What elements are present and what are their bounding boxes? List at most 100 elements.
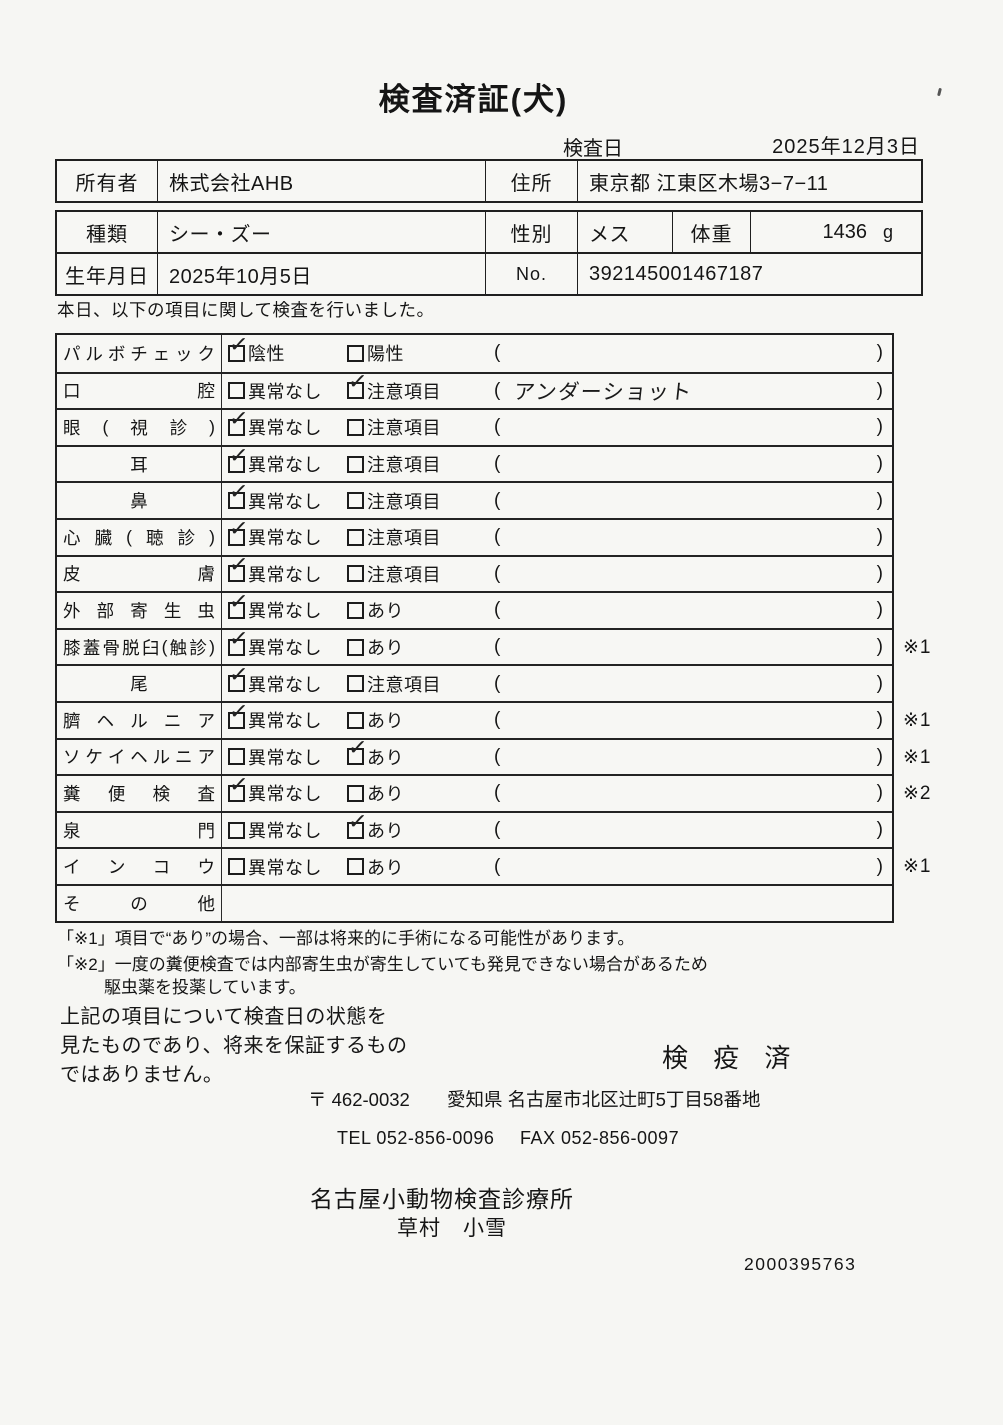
exam-option: 注意項目 [347, 488, 494, 514]
exam-item-char: ア [197, 710, 216, 731]
exam-row-content: 異常なし ✓ あり() [222, 733, 892, 775]
checklist-row: 心臓(聴診) ✓ 異常なし 注意項目() [57, 514, 892, 555]
paren-close: ) [876, 453, 883, 475]
exam-option: ✓ 陰性 [222, 330, 347, 366]
remarks-field: () [494, 563, 892, 585]
clinic-tel: TEL 052-856-0096 [337, 1128, 495, 1148]
checkbox-checked-icon: ✓ [228, 770, 250, 802]
paren-open: ( [494, 526, 501, 548]
exam-item-char: 診 [189, 637, 207, 658]
exam-item-char: ボ [107, 343, 126, 364]
exam-item-char: 心 [63, 527, 81, 548]
exam-option-label: 注意項目 [367, 381, 441, 402]
exam-item-char: 眼 [63, 417, 81, 438]
checkbox-checked-icon: ✓ [347, 733, 369, 766]
checkbox-checked-icon: ✓ [228, 477, 250, 510]
checkbox-icon [347, 528, 364, 546]
breed-value: シー・ズー [157, 212, 485, 252]
checklist-row: ソケイヘルニア異常なし ✓ あり() ※1 [57, 733, 931, 775]
exam-item-name: 眼 (視診) [57, 410, 222, 445]
footnote-ref-mark: ※1 [903, 709, 932, 731]
exam-option: ✓ あり [347, 807, 494, 843]
paren-close: ) [876, 489, 883, 511]
exam-option: ✓ 異常なし [222, 697, 347, 733]
exam-item-name: 鼻 [57, 483, 222, 518]
exam-option-label: 注意項目 [367, 418, 441, 439]
exam-option: ✓ 異常なし [222, 770, 347, 806]
checklist-row: 皮膚 ✓ 異常なし 注意項目() [57, 550, 892, 592]
clinic-fax: FAX 052-856-0097 [519, 1128, 680, 1148]
exam-option-label: 異常なし [248, 674, 322, 695]
exam-option: 注意項目 [347, 451, 494, 477]
exam-item-char: ) [209, 416, 215, 437]
breed-row: 種類 シー・ズー 性別 メス 体重 1436 g [57, 212, 921, 252]
checklist-row: その他 [57, 883, 892, 921]
remarks-field: () [494, 526, 892, 548]
disclaimer-line-1: 上記の項目について検査日の状態を [60, 1006, 388, 1028]
checkbox-icon [347, 675, 364, 693]
exam-item-char: ) [209, 636, 215, 657]
owner-table: 所有者 株式会社AHB 住所 東京都 江東区木場3−7−11 [55, 159, 923, 203]
exam-option-label: あり [367, 711, 404, 732]
exam-item-char: 検 [152, 783, 171, 804]
exam-option: ✓ 異常なし [222, 514, 347, 550]
exam-item-char: 腔 [197, 381, 216, 402]
checkmark-icon: ✓ [227, 769, 250, 798]
birth-row: 生年月日 2025年10月5日 No. 392145001467187 [57, 252, 921, 294]
checkbox-checked-icon: ✓ [228, 624, 250, 656]
exam-item-char: 部 [96, 600, 115, 621]
disclaimer-line-2: 見たものであり、将来を保証するもの [60, 1035, 408, 1057]
exam-item-char: ウ [197, 857, 215, 878]
exam-item-char: ル [152, 747, 171, 768]
exam-row-content: ✓ 異常なし 注意項目() [222, 441, 892, 482]
exam-item-char: ル [130, 710, 148, 731]
exam-item-char: 触 [169, 637, 188, 658]
checkbox-checked-icon: ✓ [228, 441, 250, 473]
exam-item-char: 門 [197, 820, 216, 841]
exam-row-content: ✓ 異常なし あり() [222, 697, 892, 738]
exam-option-label: 注意項目 [367, 564, 441, 585]
checklist-row: 糞便検査 ✓ 異常なし あり() ※2 [57, 770, 931, 811]
checkbox-icon [347, 565, 364, 583]
checkbox-checked-icon: ✓ [228, 660, 250, 693]
paren-close: ) [876, 819, 883, 841]
paren-close: ) [876, 562, 883, 584]
exam-item-char: 診 [169, 417, 188, 438]
footnote-ref-mark: ※1 [903, 746, 932, 768]
weight-value: 1436 [822, 220, 867, 243]
checkbox-icon [228, 748, 245, 766]
checklist-row: 鼻 ✓ 異常なし 注意項目() [57, 477, 892, 518]
exam-option-label: 異常なし [248, 711, 322, 732]
inspection-date-value: 2025年12月3日 [772, 136, 920, 158]
remarks-field: () [494, 342, 892, 364]
exam-option-label: 注意項目 [367, 528, 441, 549]
exam-row-content: ✓ 異常なし あり() [222, 770, 892, 811]
exam-row-content: 異常なし ✓ 注意項目(アンダーショット) [222, 367, 892, 409]
exam-option: ✓ 注意項目 [347, 367, 494, 404]
checkbox-icon [347, 711, 364, 729]
checklist-row: イ ン コ ウ 異常なし あり () ※1 [57, 847, 931, 884]
exam-option-label: 陽性 [367, 344, 404, 365]
clinic-address-line: 〒 462-0032 愛知県 名古屋市北区辻町5丁目58番地 [308, 1086, 760, 1112]
exam-item-char: の [130, 893, 148, 914]
exam-item-name: 臍ヘルニア [57, 702, 222, 738]
checkmark-icon: ✓ [346, 806, 369, 835]
exam-item-char: 糞 [63, 783, 81, 804]
exam-item-char: ェ [152, 343, 171, 364]
exam-option: 注意項目 [347, 414, 494, 440]
footnote-ref-mark: ※1 [903, 856, 932, 878]
exam-item-name: 膝蓋骨脱臼(触診) [57, 629, 222, 665]
exam-item-char: ヘ [130, 747, 148, 768]
paren-close: ) [876, 745, 883, 767]
exam-item-char: ソ [63, 747, 81, 768]
exam-item-char: そ [63, 893, 81, 914]
paren-open: ( [494, 745, 501, 767]
exam-item-char: 泉 [63, 820, 81, 841]
footnote-2: 「※2」一度の糞便検査では内部寄生虫が寄生していても発見できない場合があるため [57, 955, 708, 974]
exam-option: 注意項目 [347, 671, 494, 697]
inspection-date-label: 検査日 [563, 138, 623, 160]
checkbox-checked-icon: ✓ [347, 367, 369, 400]
exam-item-char: チ [130, 343, 148, 364]
checkmark-icon: ✓ [227, 623, 250, 652]
exam-item-char: 臓 [94, 527, 113, 548]
